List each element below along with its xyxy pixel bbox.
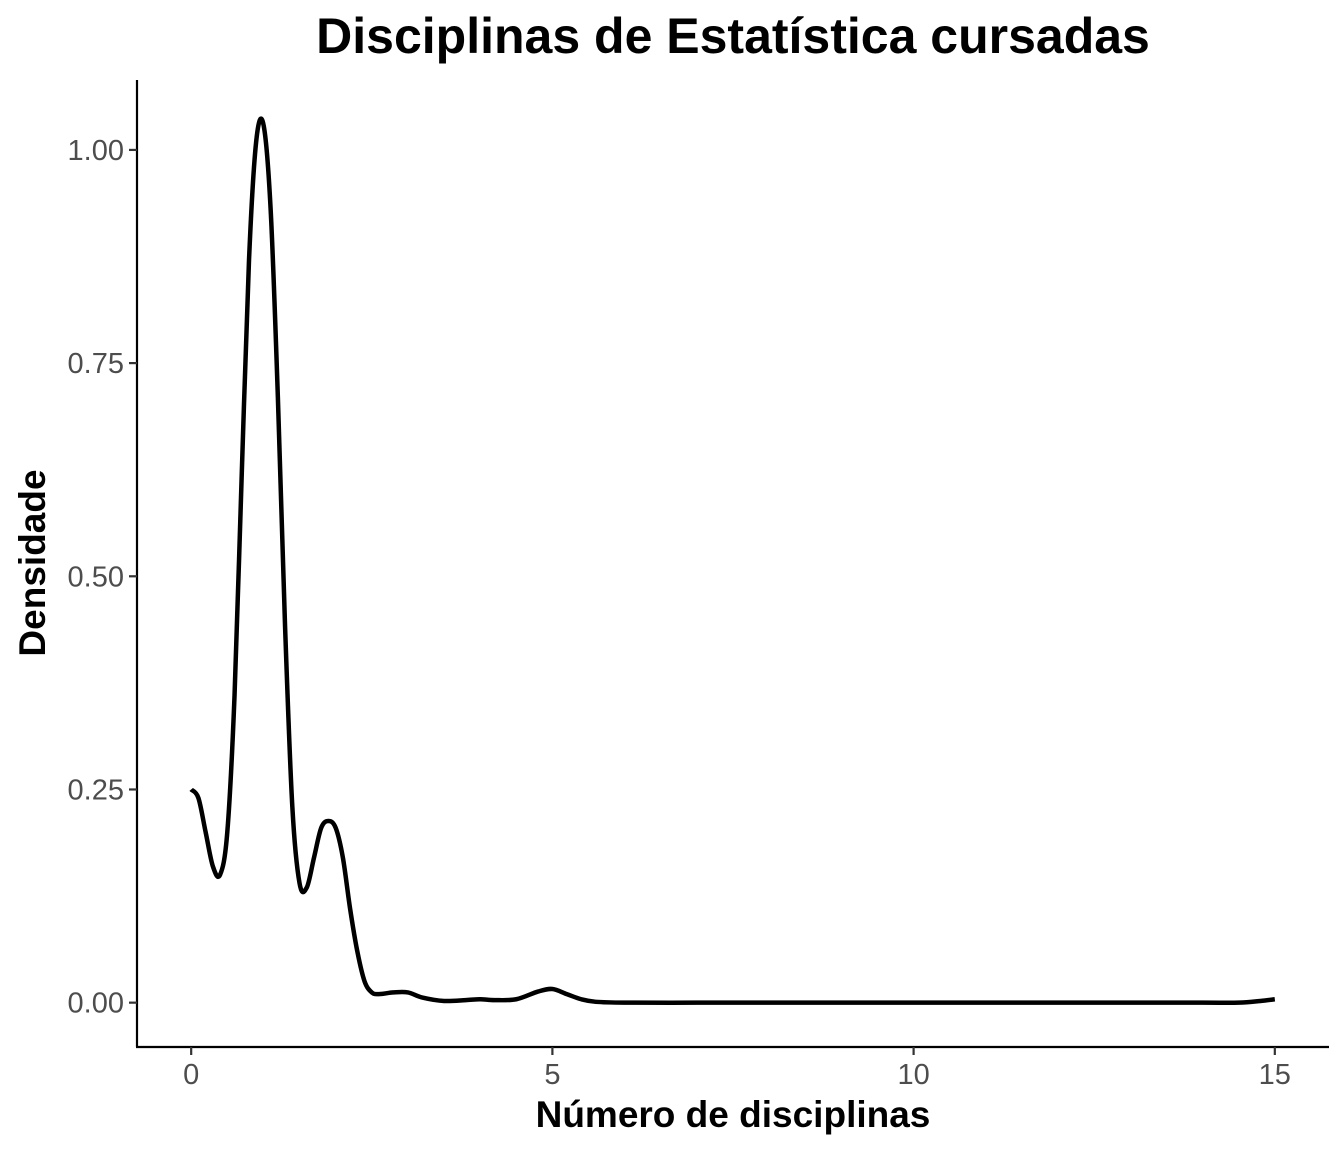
x-tick-label: 15	[1259, 1059, 1291, 1091]
x-tick-label: 0	[183, 1059, 199, 1091]
x-tick-label: 10	[897, 1059, 929, 1091]
plot-area	[189, 116, 1276, 1006]
y-axis-ticks: 0.00 0.25 0.50 0.75 1.00	[68, 135, 137, 1020]
density-curve	[189, 116, 1276, 1006]
y-tick-label: 0.25	[68, 774, 124, 806]
y-axis-label: Densidade	[12, 469, 53, 656]
y-tick-label: 0.00	[68, 988, 124, 1020]
chart-title: Disciplinas de Estatística cursadas	[316, 8, 1150, 64]
x-axis-ticks: 0 5 10 15	[183, 1047, 1291, 1091]
y-tick-label: 1.00	[68, 135, 124, 167]
x-axis-label: Número de disciplinas	[536, 1094, 931, 1135]
y-tick-label: 0.50	[68, 561, 124, 593]
y-tick-label: 0.75	[68, 348, 124, 380]
x-tick-label: 5	[544, 1059, 560, 1091]
